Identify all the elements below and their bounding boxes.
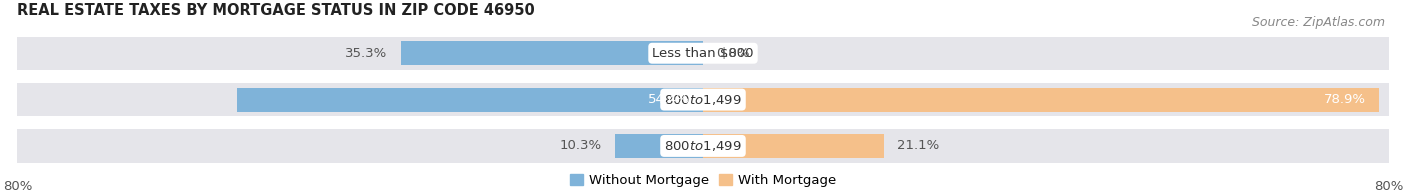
Text: $800 to $1,499: $800 to $1,499 <box>664 139 742 153</box>
Bar <box>703 134 884 158</box>
Bar <box>17 83 1389 116</box>
Bar <box>614 134 703 158</box>
Text: $800 to $1,499: $800 to $1,499 <box>664 93 742 107</box>
Text: Less than $800: Less than $800 <box>652 47 754 60</box>
Text: 0.0%: 0.0% <box>716 47 749 60</box>
Text: 21.1%: 21.1% <box>897 139 939 152</box>
Text: 35.3%: 35.3% <box>346 47 388 60</box>
Text: Source: ZipAtlas.com: Source: ZipAtlas.com <box>1251 16 1385 29</box>
Text: 10.3%: 10.3% <box>560 139 602 152</box>
Text: 54.4%: 54.4% <box>648 93 690 106</box>
Bar <box>703 88 1379 112</box>
Legend: Without Mortgage, With Mortgage: Without Mortgage, With Mortgage <box>565 169 841 192</box>
Bar <box>17 36 1389 70</box>
Bar <box>401 41 703 65</box>
Text: REAL ESTATE TAXES BY MORTGAGE STATUS IN ZIP CODE 46950: REAL ESTATE TAXES BY MORTGAGE STATUS IN … <box>17 3 536 18</box>
Text: 78.9%: 78.9% <box>1324 93 1367 106</box>
Bar <box>17 129 1389 163</box>
Bar <box>236 88 703 112</box>
